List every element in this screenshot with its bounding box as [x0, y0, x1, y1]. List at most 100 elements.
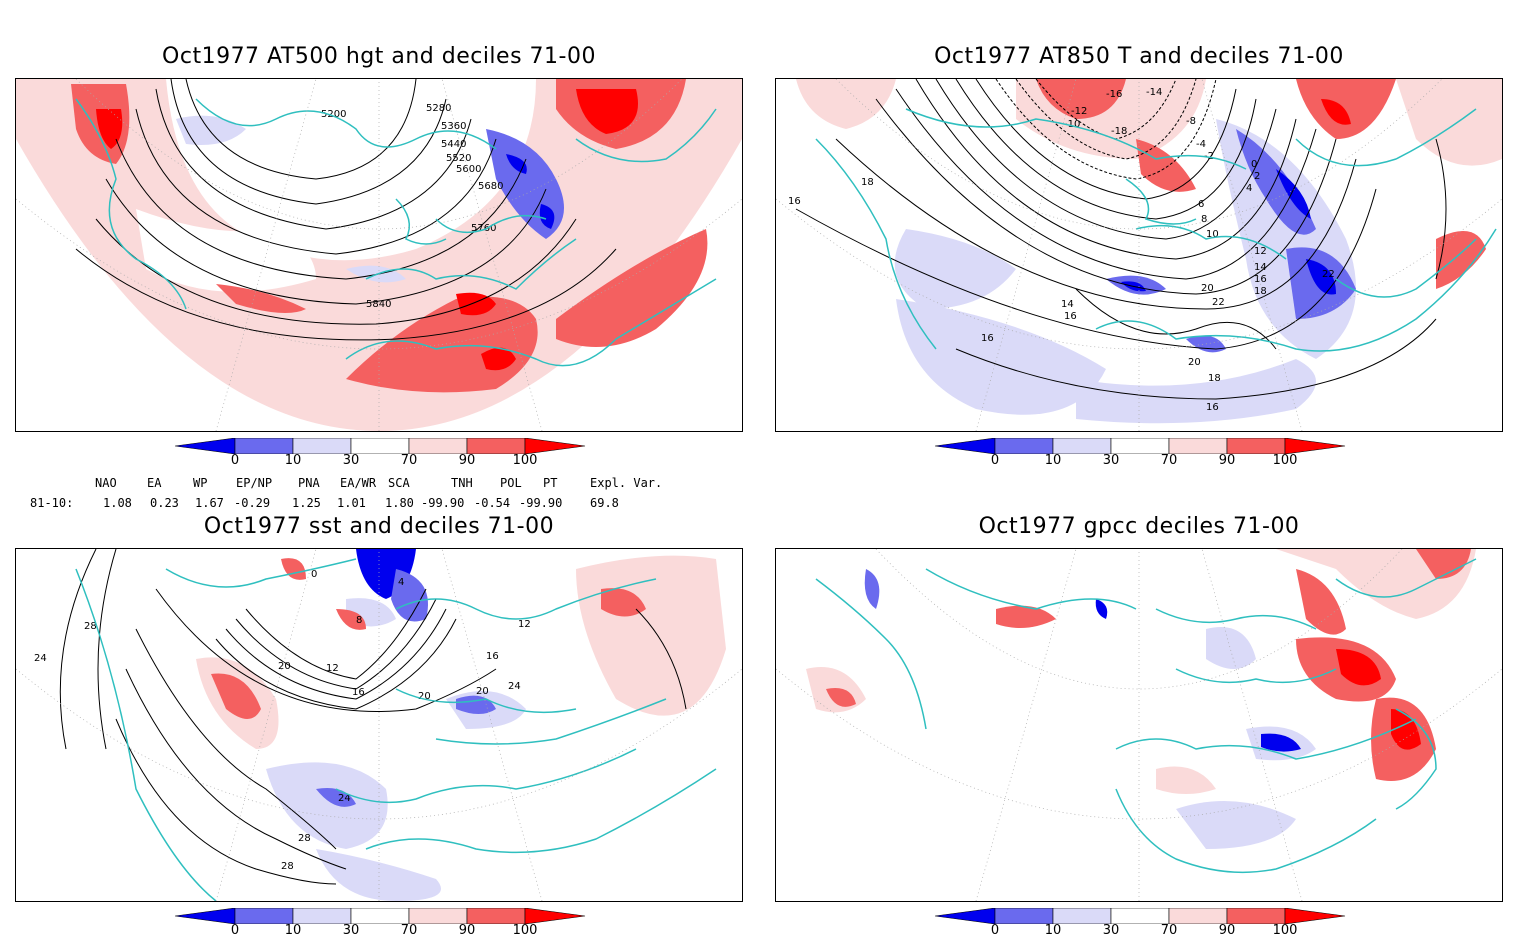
decile-100-region [1391, 709, 1421, 750]
contour-label: 5760 [471, 223, 496, 234]
decile-0-10-region [1095, 599, 1108, 619]
colorbar-labels: 0 10 30 70 90 100 [175, 453, 595, 469]
contour-label: 14 [1254, 262, 1267, 273]
contour-label: 5200 [321, 109, 346, 120]
contour-label: 20 [1201, 283, 1214, 294]
colorbar-tick: 70 [400, 453, 418, 468]
colorbar-swatches [174, 907, 586, 925]
contour-label: 5520 [446, 153, 471, 164]
decile-90-region [996, 605, 1056, 628]
contour-label: 6 [1198, 199, 1204, 210]
contour-label: 16 [352, 687, 365, 698]
decile-10-30-region [456, 695, 496, 714]
decile-10-30-region [316, 849, 441, 901]
index-value: -99.90 [519, 496, 563, 510]
colorbar-sst: 0 10 30 70 90 100 [174, 907, 595, 950]
colorbar-tick: 100 [512, 923, 538, 938]
index-header: TNH [451, 476, 473, 490]
contour-label: 4 [1246, 183, 1252, 194]
colorbar-tick: 10 [1044, 453, 1062, 468]
map-panel-hgt500: 5200 5280 5360 5440 5520 5600 5680 5760 … [15, 78, 743, 432]
sst-contours [59, 549, 687, 885]
contour-label: -12 [1071, 106, 1087, 117]
decile-10-30-region [1176, 801, 1296, 849]
index-header: EP/NP [236, 476, 273, 490]
contour-label: 12 [1254, 246, 1267, 257]
map-panel-t850: -16 -12 -10 -18 -14 -8 -4 -2 0 2 4 6 8 1… [775, 78, 1503, 432]
decile-100-region [1321, 99, 1351, 125]
graticule [16, 79, 742, 431]
contour-label: 0 [1251, 159, 1257, 170]
decile-10-30-region [1206, 627, 1256, 669]
decile-0-10-region [539, 204, 555, 229]
contour-labels: -16 -12 -10 -18 -14 -8 -4 -2 0 2 4 6 8 1… [788, 87, 1335, 413]
contour-label: 20 [278, 661, 291, 672]
index-header: POL [500, 476, 522, 490]
contour-label: 5600 [456, 164, 481, 175]
contour-label: 24 [338, 793, 351, 804]
contour-label: -18 [1111, 126, 1127, 137]
colorbar-tick: 90 [458, 453, 476, 468]
contour-label: 2 [1254, 171, 1260, 182]
height-contours [75, 79, 617, 341]
decile-0-10-region [1276, 169, 1311, 219]
contour-label: 28 [281, 861, 294, 872]
index-value: 1.67 [195, 496, 224, 510]
index-header: EA [147, 476, 162, 490]
contour-label: -8 [1186, 116, 1196, 127]
decile-90-region [1136, 139, 1196, 192]
decile-100-region [456, 292, 496, 316]
index-header: NAO [95, 476, 117, 490]
map-gpcc [776, 549, 1502, 901]
colorbar-tick: 70 [1160, 453, 1178, 468]
decile-100-region [96, 109, 123, 149]
coastlines [815, 558, 1477, 874]
contour-label: 5680 [478, 181, 503, 192]
colorbar-tick: 100 [1272, 453, 1298, 468]
colorbar-tick: 70 [400, 923, 418, 938]
contour-label: -10 [1064, 119, 1080, 130]
map-sst: 24 28 0 4 8 12 16 20 24 28 28 20 20 24 1… [16, 549, 742, 901]
index-value: 1.80 [385, 496, 414, 510]
decile-90-region [1416, 549, 1471, 579]
coastlines [815, 108, 1497, 352]
decile-90-region [826, 688, 856, 707]
colorbar-tick: 30 [342, 923, 360, 938]
colorbar-tick: 90 [1218, 453, 1236, 468]
decile-100-region [481, 347, 516, 371]
contour-label: 16 [788, 196, 801, 207]
contour-label: 24 [34, 653, 47, 664]
index-header: SCA [388, 476, 410, 490]
contour-label: 5360 [441, 121, 466, 132]
coastlines [75, 558, 717, 901]
colorbar-tick: 10 [284, 923, 302, 938]
decile-10-30-region [176, 115, 246, 145]
contour-label: 18 [861, 177, 874, 188]
colorbar-swatches [934, 437, 1346, 455]
contour-label: 16 [981, 333, 994, 344]
decile-90-region [211, 673, 261, 719]
contour-label: 18 [1208, 373, 1221, 384]
index-header: PT [543, 476, 558, 490]
colorbar-tick: 30 [1102, 453, 1120, 468]
contour-label: 16 [1206, 402, 1219, 413]
graticule [16, 549, 742, 901]
panel-title-t850: Oct1977 AT850 T and deciles 71-00 [934, 44, 1344, 69]
contour-label: 4 [398, 577, 404, 588]
contour-label: 16 [486, 651, 499, 662]
colorbar-tick: 100 [512, 453, 538, 468]
contour-label: 20 [476, 686, 489, 697]
index-value: -0.29 [234, 496, 271, 510]
decile-90-region [601, 588, 646, 617]
colorbar-tick: 70 [1160, 923, 1178, 938]
index-value: 1.08 [103, 496, 132, 510]
colorbar-labels: 0 10 30 70 90 100 [175, 923, 595, 939]
decile-90-region [1296, 79, 1396, 139]
contour-label: 20 [418, 691, 431, 702]
contour-label: -16 [1106, 89, 1122, 100]
colorbar-tick: 0 [230, 453, 240, 468]
coastlines [75, 98, 717, 367]
decile-90-region [1436, 231, 1486, 289]
decile-10-30-region [1076, 359, 1316, 424]
map-hgt500: 5200 5280 5360 5440 5520 5600 5680 5760 … [16, 79, 742, 431]
